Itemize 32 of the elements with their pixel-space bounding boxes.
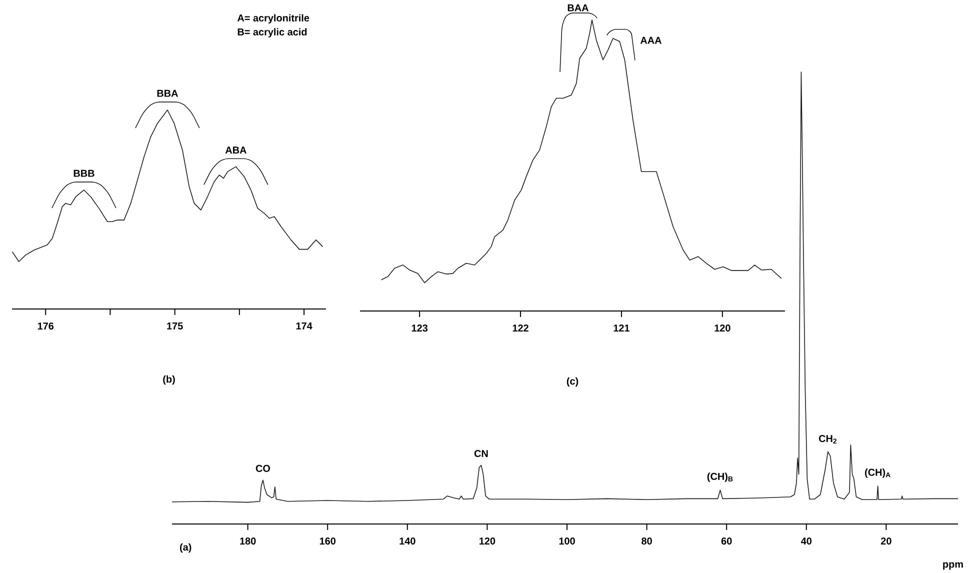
x-tick-label: 100 [559, 538, 575, 545]
annotation: BAA [568, 4, 589, 12]
annotation: ABA [225, 146, 246, 154]
annotation: AAA [640, 36, 662, 44]
x-tick-label: 60 [721, 538, 732, 545]
annotation: CO [256, 464, 270, 472]
x-tick-label: 80 [642, 538, 652, 545]
text: B= acrylic acid [238, 28, 307, 38]
x-tick-label: 176 [38, 322, 54, 330]
x-tick-label: 175 [167, 322, 183, 330]
x-tick-label: 120 [714, 324, 730, 332]
x-tick-label: 20 [880, 538, 892, 545]
x-tick-label: 160 [320, 538, 336, 545]
text: (c) [566, 377, 578, 387]
text: A= acrylonitrile [237, 14, 310, 24]
annotation: (CH)$_{B}$ [707, 472, 733, 482]
x-tick-label: 123 [412, 324, 428, 332]
annotation: CN [474, 450, 488, 458]
x-tick-label: 40 [801, 538, 812, 545]
x-tick-label: 174 [296, 322, 312, 330]
x-tick-label: 122 [512, 324, 528, 332]
x-tick-label: 180 [240, 538, 256, 545]
text: (b) [163, 375, 175, 385]
x-axis-title: ppm [943, 562, 963, 570]
annotation: CH$_{2}$ [818, 435, 837, 444]
annotation: BBB [74, 170, 94, 177]
annotation: BBA [157, 90, 178, 97]
text: (a) [180, 543, 192, 553]
annotation: (CH)$_{A}$ [865, 468, 890, 478]
x-tick-label: 121 [614, 324, 630, 332]
x-tick-label: 140 [400, 538, 416, 545]
x-tick-label: 120 [480, 538, 496, 545]
